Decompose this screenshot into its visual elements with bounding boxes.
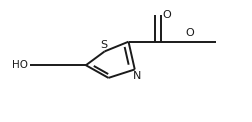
Text: O: O	[163, 10, 171, 20]
Text: S: S	[100, 40, 107, 50]
Text: HO: HO	[12, 60, 28, 70]
Text: N: N	[133, 71, 141, 81]
Text: O: O	[185, 28, 194, 38]
